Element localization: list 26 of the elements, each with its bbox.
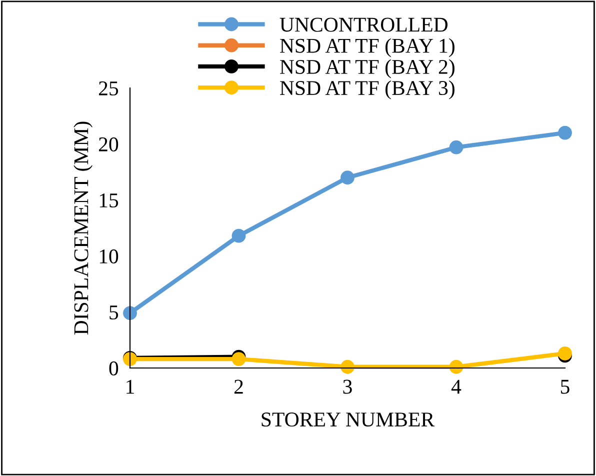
y-tick-label: 25 (98, 81, 118, 96)
legend-label: NSD AT TF (BAY 2) (280, 59, 454, 78)
point (123, 306, 137, 320)
point (340, 170, 354, 185)
y-axis-title: DISPLACEMENT (MM) (74, 122, 92, 335)
x-tick-label: 3 (343, 380, 352, 394)
point (232, 228, 246, 243)
point (449, 140, 464, 154)
x-tick-label: 2 (234, 380, 243, 394)
legend-label: NSD AT TF (BAY 3) (280, 80, 454, 100)
y-tick-label: 10 (100, 249, 118, 264)
x-tick-label: 1 (126, 380, 134, 394)
y-tick-label: 20 (98, 137, 118, 152)
y-tick-label: 5 (110, 306, 118, 320)
point (558, 346, 572, 360)
x-tick-label: 5 (561, 380, 570, 394)
point (449, 360, 464, 374)
x-tick-label: 4 (451, 380, 462, 394)
y-tick-label: 0 (109, 361, 118, 376)
point (340, 360, 354, 374)
y-tick-label: 15 (100, 193, 118, 208)
legend-label: UNCONTROLLED (280, 18, 448, 32)
legend-label: NSD AT TF (BAY 1) (280, 38, 454, 58)
point (232, 352, 246, 366)
x-axis-title: STOREY NUMBER (262, 412, 435, 427)
point (558, 126, 572, 140)
